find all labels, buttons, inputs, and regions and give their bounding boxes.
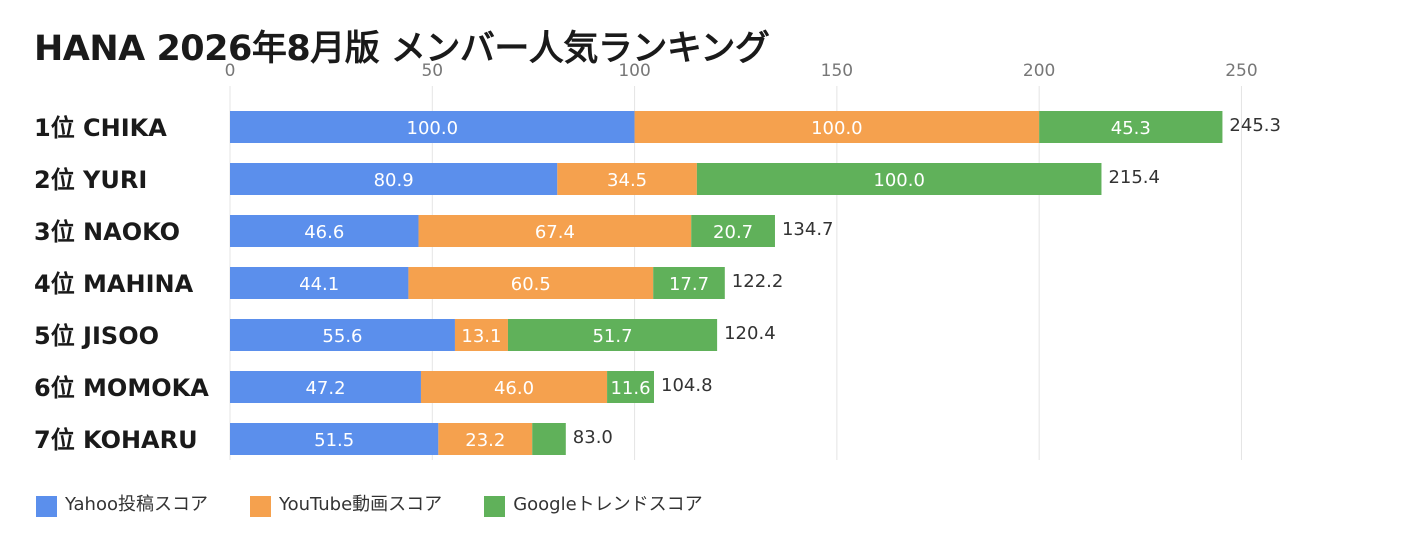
segment-value-label: 34.5 [607,170,647,191]
bar-segment [532,423,566,455]
segment-value-label: 51.5 [314,430,354,451]
total-value-label: 104.8 [661,375,713,396]
bar-segment [418,215,692,247]
bar-segment [408,267,654,299]
bar-segment [420,371,608,403]
bar-segment [230,111,635,143]
segment-value-label: 100.0 [407,118,459,139]
bar-segment [634,111,1040,143]
x-tick-label: 150 [821,61,853,81]
legend-item: Googleトレンドスコア [484,490,703,517]
segment-value-label: 100.0 [873,170,925,191]
bar-segment [696,163,1102,195]
bar-segment [438,423,533,455]
category-label: 2位 YURI [34,166,147,194]
x-tick-label: 200 [1023,61,1055,81]
category-label: 3位 NAOKO [34,218,180,246]
x-tick-label: 50 [421,61,443,81]
bar-segment [230,319,455,351]
chart-title: HANA 2026年8月版 メンバー人気ランキング [34,29,770,69]
total-value-label: 120.4 [724,323,776,344]
x-tick-label: 250 [1225,61,1257,81]
bar-segment [230,215,419,247]
bar-segment [230,423,439,455]
segment-value-label: 51.7 [592,326,632,347]
segment-value-label: 23.2 [465,430,505,451]
category-label: 5位 JISOO [34,322,159,350]
x-tick-label: 0 [225,61,236,81]
bar-segment [653,267,725,299]
total-value-label: 122.2 [732,271,784,292]
segment-value-label: 47.2 [305,378,345,399]
segment-value-label: 13.1 [461,326,501,347]
segment-value-label: 80.9 [374,170,414,191]
category-label: 1位 CHIKA [34,114,167,142]
category-labels: 1位 CHIKA 2位 YURI 3位 NAOKO 4位 MAHINA 5位 JISOO… [34,114,209,454]
bar-segment [230,267,409,299]
segment-value-label: 100.0 [811,118,863,139]
total-value-label: 215.4 [1108,167,1160,188]
bar-segment [1039,111,1223,143]
category-label: 4位 MAHINA [34,270,194,298]
bar-segment [607,371,654,403]
segment-value-label: 46.0 [494,378,534,399]
legend-label: Googleトレンドスコア [513,494,703,515]
x-axis-ticks: 0 50 100 150 200 250 [225,61,1258,81]
legend-item: YouTube動画スコア [249,490,443,517]
legend-swatch [36,496,57,517]
bar-segment [507,319,718,351]
legend-swatch [249,496,271,517]
bar-segment [230,371,421,403]
bar-segment [230,163,558,195]
total-value-label: 134.7 [782,219,834,240]
total-value-label: 245.3 [1229,115,1281,136]
bar-segment [557,163,697,195]
bars: 100.0 100.0 45.3 245.3 80.9 34.5 100.0 215.4 46.… [230,111,1281,455]
segment-value-label: 46.6 [304,222,344,243]
segment-value-label: 17.7 [669,274,709,295]
segment-value-label: 55.6 [322,326,362,347]
segment-value-label: 11.6 [610,378,650,399]
bar-segment [691,215,775,247]
bar-segment [454,319,508,351]
segment-value-label: 60.5 [511,274,551,295]
legend-label: Yahoo投稿スコア [65,494,208,515]
legend-label: YouTube動画スコア [278,494,443,515]
segment-value-label: 20.7 [713,222,753,243]
segment-value-label: 45.3 [1111,118,1151,139]
legend: Yahoo投稿スコア YouTube動画スコア Googleトレンドスコア [36,490,703,517]
total-value-label: 83.0 [573,427,613,448]
x-tick-label: 100 [618,61,650,81]
category-label: 6位 MOMOKA [34,374,209,402]
legend-item: Yahoo投稿スコア [36,490,208,517]
segment-value-label: 44.1 [299,274,339,295]
segment-value-label: 67.4 [535,222,575,243]
legend-swatch [484,496,506,517]
category-label: 7位 KOHARU [34,426,198,454]
